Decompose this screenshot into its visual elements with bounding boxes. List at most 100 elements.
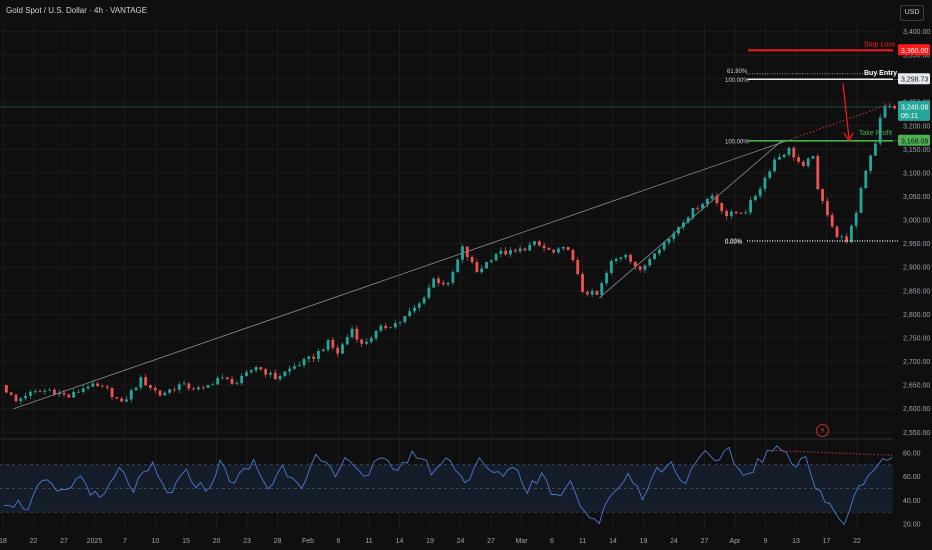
candle-body bbox=[307, 356, 311, 360]
candle-body bbox=[163, 392, 167, 396]
time-axis-tick: 24 bbox=[457, 538, 465, 545]
stop-loss-price-box bbox=[898, 44, 930, 56]
candle-body bbox=[725, 211, 728, 217]
candle-body bbox=[374, 330, 378, 339]
candle-body bbox=[235, 383, 239, 384]
candle-body bbox=[518, 248, 522, 252]
candle-body bbox=[768, 171, 772, 178]
candle-body bbox=[869, 155, 872, 171]
candle-body bbox=[393, 323, 397, 328]
candle-body bbox=[168, 389, 172, 393]
candle-body bbox=[710, 195, 714, 199]
candle-body bbox=[581, 274, 584, 292]
candle-body bbox=[38, 391, 42, 393]
buy-entry-label: Buy Entry bbox=[864, 70, 897, 77]
time-axis-tick: 24 bbox=[670, 538, 678, 545]
candle-body bbox=[384, 325, 388, 329]
time-axis-tick: 2025 bbox=[87, 538, 103, 545]
candle-body bbox=[139, 377, 143, 388]
time-axis-tick: 14 bbox=[609, 538, 617, 545]
candle-body bbox=[120, 398, 124, 402]
candle-body bbox=[648, 259, 652, 266]
candle-body bbox=[773, 159, 776, 172]
candle-body bbox=[254, 367, 258, 371]
candle-body bbox=[91, 383, 95, 387]
candle-body bbox=[830, 215, 834, 227]
candle-body bbox=[62, 392, 66, 395]
time-axis-tick: 11 bbox=[579, 538, 586, 545]
candle-body bbox=[350, 328, 354, 338]
time-axis-tick: 27 bbox=[487, 538, 495, 545]
lightning-icon[interactable]: ⚡ bbox=[816, 424, 829, 437]
candle-body bbox=[849, 225, 853, 243]
candle-body bbox=[201, 387, 205, 389]
candle-body bbox=[605, 272, 608, 284]
buy-entry-price-text: 3,298.73 bbox=[901, 77, 928, 84]
currency-button[interactable]: USD bbox=[900, 5, 924, 21]
candle-body bbox=[835, 226, 839, 238]
candle-body bbox=[705, 198, 709, 205]
candle-body bbox=[873, 143, 877, 156]
candle-body bbox=[845, 236, 848, 243]
candle-body bbox=[600, 283, 604, 295]
candle-body bbox=[585, 291, 589, 295]
candle-body bbox=[33, 391, 37, 393]
candle-body bbox=[278, 376, 282, 380]
candle-body bbox=[432, 278, 436, 288]
candle-body bbox=[552, 249, 556, 253]
current-price-text: 3,240.08 bbox=[901, 104, 928, 111]
price-axis-tick: 3,150.00 bbox=[903, 147, 930, 154]
price-axis-tick: 2,900.00 bbox=[903, 265, 930, 272]
candle-body bbox=[854, 212, 858, 226]
time-axis-tick: 15 bbox=[182, 538, 190, 545]
candle-body bbox=[883, 106, 887, 118]
take-profit-price-box bbox=[898, 134, 930, 146]
candle-body bbox=[485, 262, 488, 269]
candle-body bbox=[192, 388, 196, 390]
candle-body bbox=[720, 203, 724, 212]
time-axis-tick: 19 bbox=[426, 538, 434, 545]
time-axis-tick: 27 bbox=[60, 538, 68, 545]
candle-body bbox=[437, 278, 440, 283]
candle-body bbox=[729, 211, 733, 217]
time-axis-tick: 20 bbox=[213, 538, 221, 545]
time-axis-tick: 9 bbox=[764, 538, 768, 545]
candle-body bbox=[403, 316, 407, 323]
price-axis-tick: 3,350.00 bbox=[903, 53, 930, 60]
candle-body bbox=[144, 377, 148, 386]
candle-body bbox=[840, 236, 844, 238]
candle-body bbox=[619, 257, 623, 259]
candle-body bbox=[763, 177, 767, 189]
candle-body bbox=[470, 257, 474, 263]
chart-title: Gold Spot / U.S. Dollar · 4h · VANTAGE bbox=[6, 6, 148, 15]
candle-body bbox=[331, 339, 335, 348]
candle-body bbox=[259, 367, 263, 370]
candle-body bbox=[96, 383, 100, 387]
candle-body bbox=[125, 399, 128, 402]
price-axis-tick: 3,000.00 bbox=[903, 218, 930, 225]
rsi-divergence-line bbox=[772, 450, 893, 456]
candle-body bbox=[149, 385, 152, 388]
candle-body bbox=[245, 372, 248, 376]
candle-body bbox=[297, 365, 301, 367]
candle-body bbox=[398, 322, 402, 324]
candle-body bbox=[888, 105, 892, 107]
candle-body bbox=[173, 389, 176, 391]
fib-label: 0.00% bbox=[725, 239, 743, 245]
candle-body bbox=[701, 204, 704, 209]
candle-body bbox=[744, 212, 748, 214]
candle-body bbox=[633, 261, 637, 267]
candle-body bbox=[715, 195, 719, 204]
candle-body bbox=[19, 398, 23, 402]
candle-body bbox=[547, 248, 551, 250]
candle-body bbox=[57, 392, 61, 395]
candle-body bbox=[408, 311, 412, 317]
candle-body bbox=[777, 156, 781, 160]
candle-body bbox=[523, 248, 527, 251]
grid-lines bbox=[0, 22, 893, 530]
candle-body bbox=[672, 233, 676, 239]
candle-body bbox=[365, 341, 368, 344]
candle-body bbox=[811, 156, 815, 159]
